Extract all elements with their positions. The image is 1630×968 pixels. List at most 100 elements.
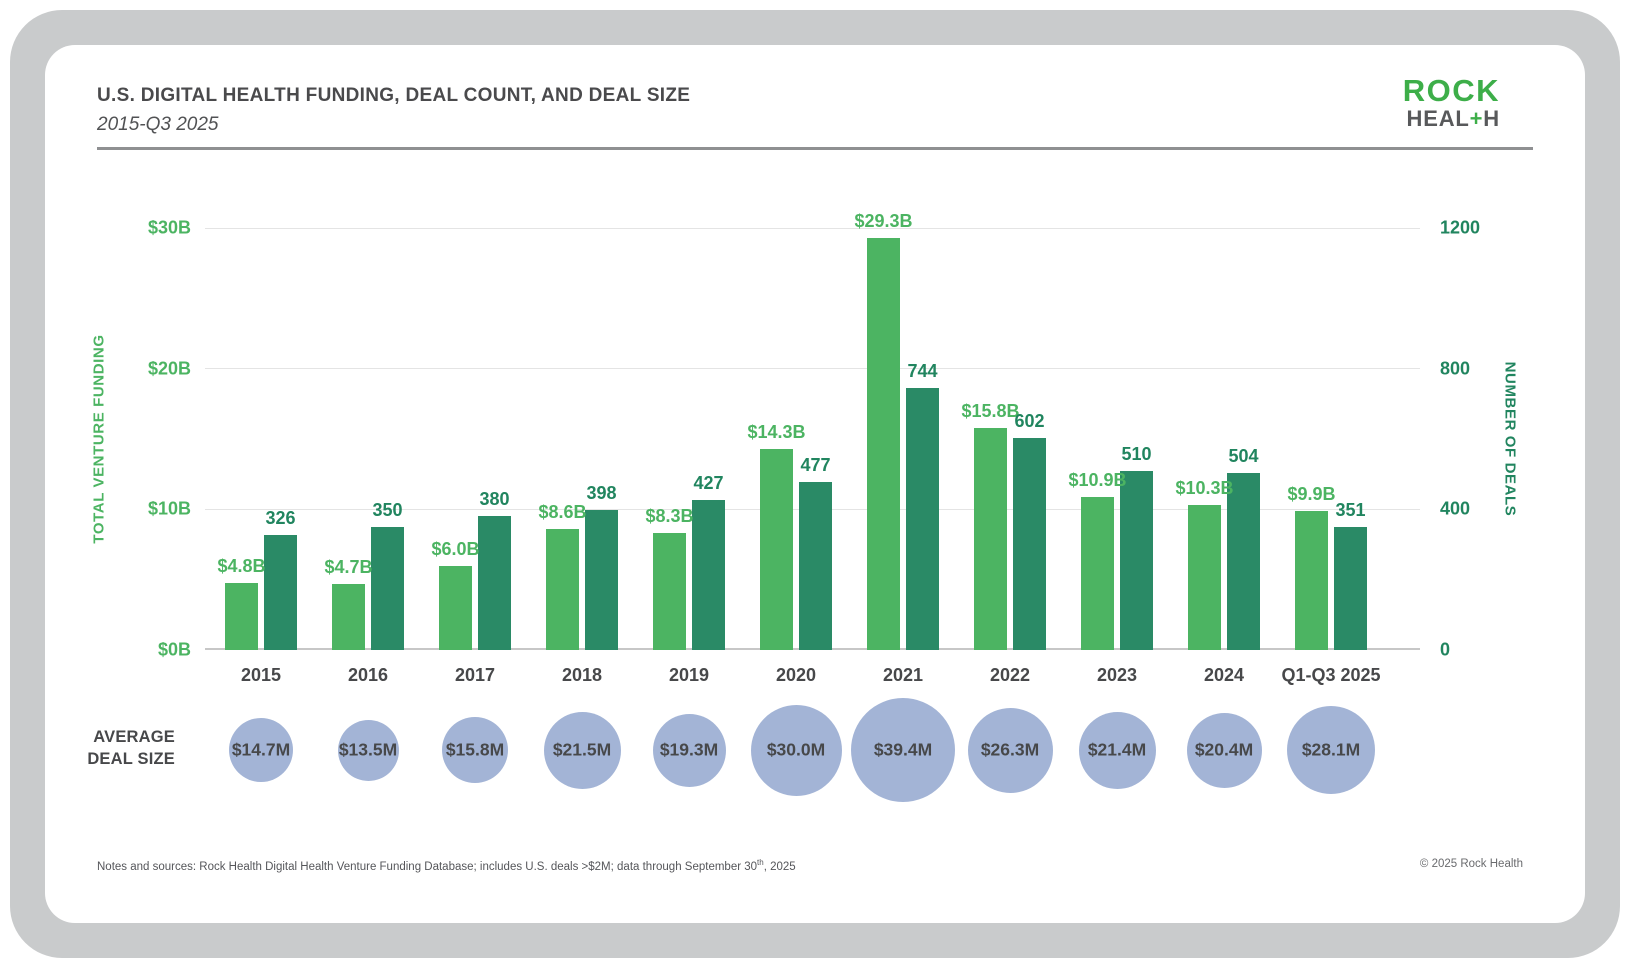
deals-bar xyxy=(371,526,404,650)
year-label: 2017 xyxy=(454,665,496,685)
avg-deal-size-value: $15.8M xyxy=(445,739,505,760)
avg-deal-size-bubble xyxy=(229,718,293,782)
deals-value-label: 326 xyxy=(265,508,296,529)
right-axis-tick: 800 xyxy=(1440,358,1471,379)
deals-value-label: 380 xyxy=(479,489,510,510)
avg-deal-size-value: $39.4M xyxy=(873,739,933,760)
deals-bar xyxy=(264,535,297,650)
deals-bar xyxy=(906,388,939,650)
left-axis-tick: $20B xyxy=(147,358,191,379)
copyright-text: © 2025 Rock Health xyxy=(1419,858,1523,870)
deals-value-label: 398 xyxy=(586,483,617,503)
logo-h-text: H xyxy=(1483,106,1500,131)
avg-deal-size-bubble xyxy=(967,707,1053,793)
bubble-row: $14.7M $13.5M $15.8M $21.5M $19.3M $30.0M $39.… xyxy=(205,698,1420,802)
funding-value-label: $29.3B xyxy=(854,210,913,231)
avg-deal-size-bubble xyxy=(442,717,508,783)
funding-value-label: $9.9B xyxy=(1287,483,1336,504)
funding-bar xyxy=(1081,496,1114,650)
funding-bar xyxy=(225,582,258,650)
deals-value-label: 510 xyxy=(1121,443,1152,464)
gridline xyxy=(205,227,1420,229)
average-deal-size-label: AVERAGE DEAL SIZE xyxy=(45,726,175,771)
deals-value-label: 602 xyxy=(1014,411,1045,432)
funding-bar xyxy=(974,427,1007,650)
year-label: 2024 xyxy=(1203,665,1245,685)
year-label: 2015 xyxy=(240,665,282,685)
deals-bar xyxy=(1227,472,1260,650)
deals-bar xyxy=(478,516,511,650)
chart-card: U.S. DIGITAL HEALTH FUNDING, DEAL COUNT,… xyxy=(45,45,1585,923)
deals-bar xyxy=(1120,470,1153,650)
avg-deal-size-value: $19.3M xyxy=(659,739,719,760)
year-label: 2022 xyxy=(989,665,1031,685)
outer-frame: U.S. DIGITAL HEALTH FUNDING, DEAL COUNT,… xyxy=(10,10,1620,958)
funding-value-label: $14.3B xyxy=(747,421,806,442)
funding-bar xyxy=(1295,510,1328,650)
year-label: 2019 xyxy=(668,665,710,685)
deals-bar xyxy=(799,482,832,650)
plot-area: TOTAL VENTURE FUNDING NUMBER OF DEALS $0… xyxy=(91,211,1519,685)
average-deal-size-label-line1: AVERAGE xyxy=(93,728,175,746)
deals-bar xyxy=(1013,438,1046,650)
funding-value-label: $10.9B xyxy=(1068,469,1127,490)
funding-bar xyxy=(546,529,579,650)
avg-deal-size-value: $26.3M xyxy=(980,739,1040,760)
notes-superscript: th xyxy=(757,858,764,867)
funding-bar xyxy=(332,583,365,650)
right-axis-title: NUMBER OF DEALS xyxy=(1501,361,1519,517)
rock-health-logo: ROCK HEAL+H xyxy=(1403,75,1500,130)
page-title: U.S. DIGITAL HEALTH FUNDING, DEAL COUNT,… xyxy=(97,85,691,106)
average-deal-size-label-line2: DEAL SIZE xyxy=(87,750,175,769)
avg-deal-size-bubble xyxy=(1078,711,1156,789)
avg-deal-size-bubble xyxy=(543,711,621,789)
deals-bar xyxy=(1334,526,1367,650)
logo-heal-text: HEAL xyxy=(1406,106,1470,131)
notes-text: Notes and sources: Rock Health Digital H… xyxy=(97,858,796,873)
avg-deal-size-value: $30.0M xyxy=(766,739,826,760)
deals-value-label: 504 xyxy=(1228,445,1259,466)
avg-deal-size-bubble xyxy=(1287,706,1375,794)
avg-deal-size-bubble xyxy=(851,698,955,802)
logo-plus-icon: + xyxy=(1469,106,1484,131)
funding-value-label: $15.8B xyxy=(961,400,1020,421)
avg-deal-size-value: $21.4M xyxy=(1087,739,1147,760)
left-axis-tick: $30B xyxy=(147,217,191,238)
right-axis-tick: 1200 xyxy=(1440,217,1481,238)
funding-value-label: $4.8B xyxy=(217,555,266,576)
deals-value-label: 744 xyxy=(907,361,938,382)
page-subtitle: 2015-Q3 2025 xyxy=(97,114,219,135)
deals-value-label: 427 xyxy=(693,472,724,493)
funding-value-label: $4.7B xyxy=(324,556,373,577)
left-axis-tick: $10B xyxy=(147,498,191,519)
right-axis-tick: 0 xyxy=(1440,639,1451,660)
right-axis-tick: 400 xyxy=(1440,498,1471,519)
avg-deal-size-value: $14.7M xyxy=(231,739,291,760)
avg-deal-size-bubble xyxy=(337,719,399,781)
notes-suffix: , 2025 xyxy=(763,860,796,873)
avg-deal-size-bubble xyxy=(750,704,842,796)
funding-bar xyxy=(1188,505,1221,650)
left-axis-tick: $0B xyxy=(157,639,191,660)
logo-health-text: HEAL+H xyxy=(1403,108,1500,130)
year-label: 2020 xyxy=(775,665,817,685)
avg-deal-size-value: $13.5M xyxy=(338,739,398,760)
funding-bar xyxy=(653,533,686,650)
year-label: Q1-Q3 2025 xyxy=(1281,665,1381,685)
funding-value-label: $8.6B xyxy=(538,502,587,522)
deals-value-label: 477 xyxy=(800,455,831,476)
title-divider xyxy=(97,147,1533,150)
funding-bar xyxy=(867,237,900,650)
left-axis-title: TOTAL VENTURE FUNDING xyxy=(90,334,108,544)
avg-deal-size-value: $28.1M xyxy=(1301,739,1361,760)
notes-prefix: Notes and sources: Rock Health Digital H… xyxy=(97,860,758,873)
avg-deal-size-value: $21.5M xyxy=(552,739,612,760)
year-label: 2023 xyxy=(1096,665,1138,685)
year-label: 2021 xyxy=(882,665,924,685)
funding-value-label: $8.3B xyxy=(645,506,694,527)
avg-deal-size-value: $20.4M xyxy=(1194,739,1254,760)
funding-value-label: $10.3B xyxy=(1175,478,1234,499)
year-label: 2016 xyxy=(347,665,389,685)
deals-bar xyxy=(585,510,618,650)
deals-value-label: 351 xyxy=(1335,499,1366,520)
